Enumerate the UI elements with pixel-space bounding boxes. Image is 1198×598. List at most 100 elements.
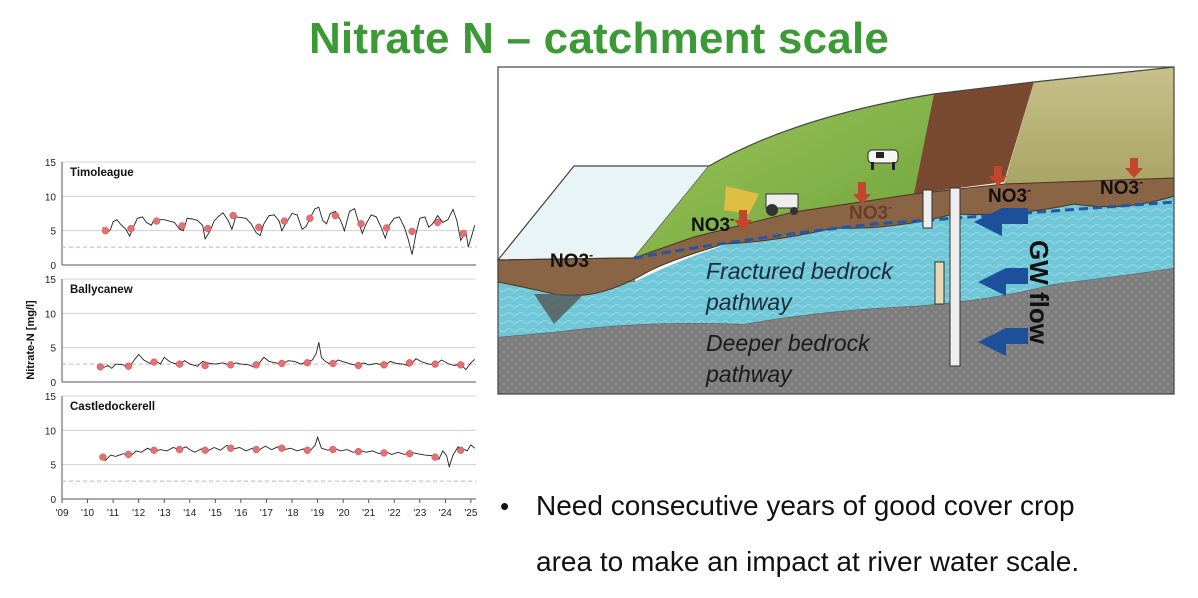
deeper-bedrock-label-1: Deeper bedrock xyxy=(706,330,871,356)
y-tick-label: 0 xyxy=(50,495,56,506)
x-tick-label: '14 xyxy=(183,508,196,519)
sample-point xyxy=(175,360,184,368)
sample-point xyxy=(457,361,465,369)
gw-flow-arrows xyxy=(974,196,1028,356)
sample-point xyxy=(303,446,311,454)
chart-panel-ballycanew: 0 5 10 15 Ballycanew xyxy=(45,275,476,389)
x-tick-label: '10 xyxy=(81,508,94,519)
water-table-line xyxy=(633,200,1175,260)
sample-point xyxy=(457,446,465,454)
sample-point xyxy=(204,224,212,233)
x-tick-label: '17 xyxy=(260,508,273,519)
sample-point xyxy=(99,453,107,461)
sample-point xyxy=(127,224,135,233)
x-tick-label: '15 xyxy=(209,508,222,519)
chart-panels: 0 5 10 15 Timoleague 0 5 10 15 Ballycanew 0 5 10 15 Ca… xyxy=(45,158,476,506)
sample-point xyxy=(354,361,363,370)
sample-point xyxy=(124,450,133,459)
sample-point xyxy=(280,217,288,225)
x-tick-label: '09 xyxy=(55,508,68,519)
land-surface xyxy=(634,66,1175,258)
tractor-icon xyxy=(724,186,799,216)
y-tick-label: 10 xyxy=(45,309,57,320)
series-line xyxy=(100,342,476,371)
sample-point xyxy=(201,361,209,370)
y-tick-label: 0 xyxy=(50,378,56,389)
sample-point xyxy=(431,360,439,368)
sample-point xyxy=(278,444,286,452)
bullet-text: Need consecutive years of good cover cro… xyxy=(536,478,1186,590)
panel-title: Timoleague xyxy=(70,167,134,179)
x-tick-label: '13 xyxy=(158,508,171,519)
sample-point xyxy=(434,218,442,227)
sample-point xyxy=(227,361,235,369)
slide-title: Nitrate N – catchment scale xyxy=(308,14,890,63)
x-tick-label: '18 xyxy=(285,508,298,519)
series-line xyxy=(100,435,476,469)
y-tick-label: 5 xyxy=(50,227,56,238)
x-tick-label: '19 xyxy=(311,508,324,519)
sample-point xyxy=(382,224,391,232)
no3-label-right2: NO3- xyxy=(1100,175,1143,199)
y-tick-label: 15 xyxy=(45,392,57,403)
bullet-line-1: Need consecutive years of good cover cro… xyxy=(536,490,1075,521)
sample-point xyxy=(227,444,235,452)
x-tick-label: '23 xyxy=(413,508,426,519)
gw-flow-label: GW flow xyxy=(1024,240,1054,345)
sample-point xyxy=(175,445,184,454)
y-tick-label: 10 xyxy=(45,192,57,203)
x-tick-label: '25 xyxy=(464,508,477,519)
x-tick-label: '20 xyxy=(337,508,350,519)
y-tick-label: 15 xyxy=(45,158,57,169)
sample-point xyxy=(255,223,263,231)
y-tick-label: 5 xyxy=(50,344,56,355)
fractured-bedrock-label-1: Fractured bedrock xyxy=(706,258,894,284)
y-tick-label: 10 xyxy=(45,426,57,437)
no3-label-water: NO3- xyxy=(550,248,593,272)
sample-point xyxy=(380,361,388,369)
sample-point xyxy=(405,359,414,367)
sample-point xyxy=(459,229,467,238)
x-axis: '09 '10 '11 '12 '13 '14 '15 '16 '17 '18 '19 '20 '21 '… xyxy=(55,499,478,519)
nitrate-time-series-chart: Nitrate-N [mg/l] 0 5 10 15 Timoleague 0 5 10 15 B… xyxy=(25,158,478,519)
y-tick-label: 0 xyxy=(50,261,56,272)
diagram-border xyxy=(497,66,1175,395)
fractured-bedrock-label-2: pathway xyxy=(705,289,793,315)
sample-point xyxy=(354,447,363,456)
bullet-dot: • xyxy=(500,491,510,521)
x-tick-label: '22 xyxy=(388,508,401,519)
x-tick-label: '24 xyxy=(439,508,452,519)
sample-point xyxy=(329,359,337,368)
bullet-line-2: area to make an impact at river water sc… xyxy=(536,546,1080,577)
sample-point xyxy=(278,359,286,368)
y-tick-label: 5 xyxy=(50,461,56,472)
sample-point xyxy=(408,227,416,236)
sample-point xyxy=(380,449,388,457)
sample-point xyxy=(331,211,340,220)
sample-point xyxy=(152,217,161,225)
x-tick-label: '21 xyxy=(362,508,375,519)
chart-panel-timoleague: 0 5 10 15 Timoleague xyxy=(45,158,476,272)
sample-point xyxy=(357,220,365,228)
panel-title: Castledockerell xyxy=(70,401,155,413)
x-tick-label: '11 xyxy=(107,508,120,519)
sample-point xyxy=(405,450,414,458)
sample-point xyxy=(431,453,439,461)
sample-point xyxy=(201,446,209,454)
series-line xyxy=(102,206,476,255)
y-axis-label: Nitrate-N [mg/l] xyxy=(25,300,37,380)
no3-label-field: NO3- xyxy=(691,212,734,236)
fractured-bedrock xyxy=(498,196,1174,337)
no3-label-right1: NO3- xyxy=(988,183,1031,207)
panel-title: Ballycanew xyxy=(70,284,133,296)
sample-point xyxy=(329,445,337,454)
sample-point xyxy=(229,211,237,220)
chart-panel-castledockerell: 0 5 10 15 Castledockerell xyxy=(45,392,476,506)
deeper-bedrock-label-2: pathway xyxy=(705,361,793,387)
sample-point xyxy=(306,214,314,222)
no3-label-mid: NO3- xyxy=(849,200,892,224)
sample-point xyxy=(96,363,104,371)
cow-icon xyxy=(867,149,899,170)
sample-point xyxy=(150,358,158,366)
sample-point xyxy=(252,361,260,369)
